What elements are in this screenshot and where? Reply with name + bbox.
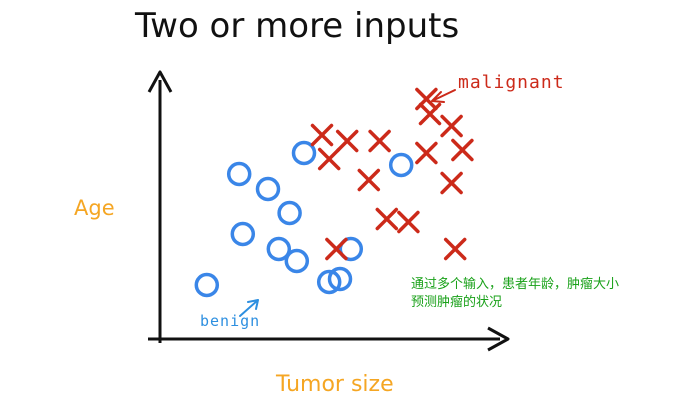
- malignant-point-14: [317, 147, 341, 171]
- malignant-point-2: [335, 129, 359, 153]
- benign-point-3: [230, 221, 256, 247]
- note-line-2: 预测肿瘤的状况: [411, 295, 503, 310]
- malignant-point-6: [415, 141, 438, 165]
- benign-point-9: [338, 236, 364, 262]
- y-axis-label: Age: [74, 196, 115, 220]
- benign-point-11: [327, 266, 353, 292]
- diagram-title: Two or more inputs: [135, 6, 460, 46]
- y-axis-arrow: [147, 70, 173, 93]
- chinese-note: 通过多个输入，患者年龄，肿瘤大小 预测肿瘤的状况: [411, 276, 673, 312]
- benign-point-4: [226, 161, 252, 187]
- benign-point-6: [277, 200, 302, 226]
- x-axis-label: Tumor size: [276, 372, 394, 397]
- benign-pointer-arrow: [239, 299, 259, 317]
- malignant-pointer-arrow: [431, 89, 456, 103]
- malignant-point-7: [440, 171, 463, 195]
- benign-point-8: [316, 269, 342, 295]
- malignant-point-5: [397, 210, 420, 234]
- benign-annotation: benign: [200, 312, 261, 330]
- malignant-point-11: [418, 102, 442, 126]
- note-line-1: 通过多个输入，患者年龄，肿瘤大小: [411, 277, 620, 292]
- malignant-annotation: malignant: [458, 72, 565, 93]
- data-marks: [194, 87, 474, 298]
- malignant-point-12: [451, 138, 474, 162]
- malignant-point-13: [325, 237, 348, 261]
- malignant-point-10: [440, 114, 463, 138]
- benign-point-5: [255, 176, 281, 202]
- benign-point-7: [284, 248, 310, 274]
- benign-point-10: [291, 140, 317, 166]
- benign-point-12: [388, 152, 414, 178]
- x-axis-arrow: [487, 326, 510, 352]
- benign-point-1: [194, 272, 220, 298]
- malignant-point-15: [368, 129, 391, 153]
- malignant-point-4: [375, 207, 399, 231]
- benign-point-2: [266, 236, 292, 262]
- malignant-point-8: [443, 237, 467, 261]
- malignant-point-1: [310, 123, 334, 147]
- malignant-point-3: [357, 168, 381, 192]
